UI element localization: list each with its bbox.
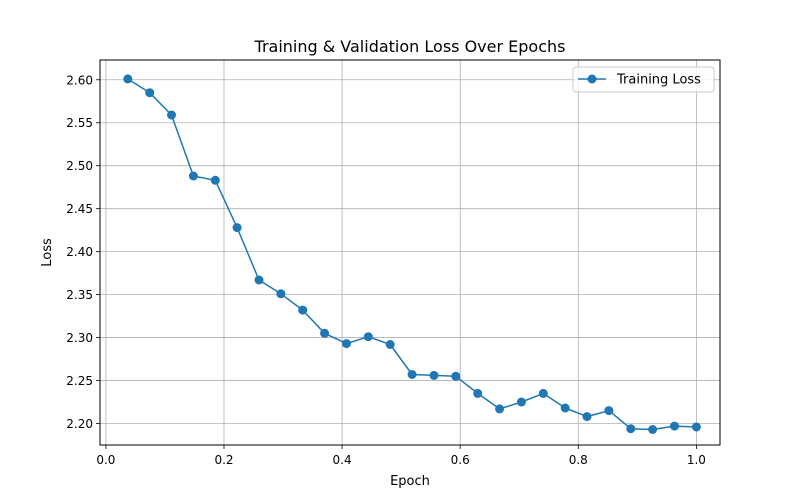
training-loss-point bbox=[604, 406, 614, 416]
x-tick-label: 0.8 bbox=[569, 453, 588, 467]
training-loss-point bbox=[276, 289, 286, 299]
training-loss-point bbox=[232, 223, 242, 233]
x-tick-label: 0.0 bbox=[96, 453, 115, 467]
legend-label-training-loss: Training Loss bbox=[616, 73, 701, 88]
legend-box bbox=[572, 66, 715, 93]
x-tick-label: 0.4 bbox=[333, 453, 352, 467]
legend-marker bbox=[587, 74, 597, 84]
grid-lines bbox=[100, 60, 720, 445]
y-tick-label: 2.25 bbox=[66, 374, 93, 388]
training-loss-point bbox=[342, 339, 351, 349]
series-layer bbox=[123, 74, 701, 434]
training-loss-point bbox=[123, 74, 133, 84]
training-loss-point bbox=[145, 88, 155, 98]
training-loss-point bbox=[210, 175, 220, 185]
x-tick-label: 0.2 bbox=[214, 453, 233, 467]
training-loss-point bbox=[582, 412, 592, 422]
legend: Training Loss bbox=[572, 66, 715, 93]
training-loss-point bbox=[495, 404, 505, 414]
training-loss-point bbox=[363, 332, 373, 342]
x-tick-label: 0.6 bbox=[451, 453, 470, 467]
plot-frame bbox=[99, 59, 721, 446]
y-tick-label: 2.30 bbox=[66, 331, 93, 345]
training-loss-point bbox=[691, 422, 701, 432]
training-loss-point bbox=[298, 305, 308, 315]
chart-title: Training & Validation Loss Over Epochs bbox=[254, 37, 566, 56]
training-loss-point bbox=[451, 371, 461, 381]
y-tick-label: 2.50 bbox=[66, 159, 93, 173]
y-tick-label: 2.35 bbox=[66, 288, 93, 302]
training-loss-point bbox=[429, 370, 439, 380]
training-loss-point bbox=[407, 370, 417, 379]
x-axis-label: Epoch bbox=[390, 474, 430, 489]
y-tick-label: 2.45 bbox=[66, 202, 93, 216]
training-loss-point bbox=[254, 275, 264, 285]
y-tick-label: 2.60 bbox=[66, 73, 93, 87]
training-loss-point bbox=[538, 388, 548, 398]
training-loss-point bbox=[648, 425, 658, 434]
training-loss-point bbox=[167, 110, 176, 120]
y-axis-label: Loss bbox=[40, 238, 55, 267]
y-tick-label: 2.20 bbox=[66, 417, 93, 431]
axis-ticks: 0.0 0.2 0.4 0.6 0.8 1.0 2.20 2.25 2.30 2.35 2.40 2.… bbox=[66, 73, 706, 467]
training-loss-point bbox=[188, 171, 198, 181]
training-loss-point bbox=[320, 328, 330, 338]
training-loss-point bbox=[626, 424, 636, 434]
training-loss-point bbox=[560, 403, 570, 413]
y-tick-label: 2.55 bbox=[66, 116, 93, 130]
x-tick-label: 1.0 bbox=[687, 453, 706, 467]
y-tick-label: 2.40 bbox=[66, 245, 93, 259]
training-loss-point bbox=[670, 421, 679, 431]
training-loss-point bbox=[473, 388, 483, 398]
training-loss-point bbox=[516, 397, 526, 407]
training-loss-point bbox=[385, 340, 395, 349]
